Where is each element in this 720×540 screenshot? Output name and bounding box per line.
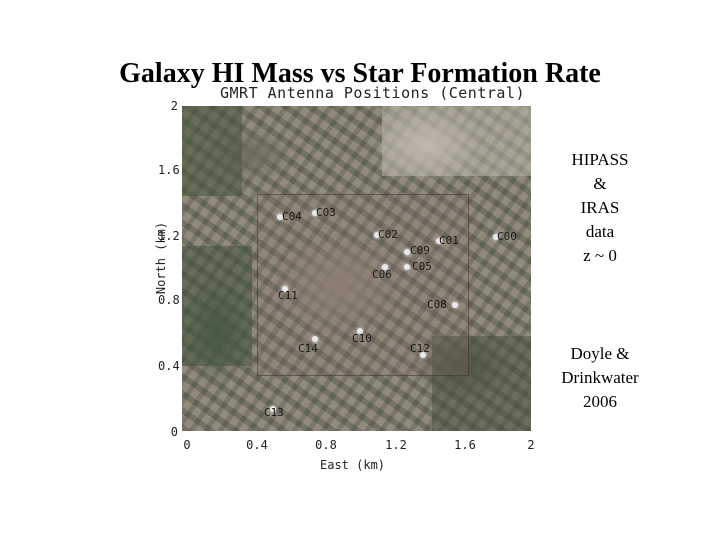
satellite-image: C04 C03 C02 C09 C01 C00 C05 C06 C11 C08 … bbox=[182, 106, 531, 431]
field-patch bbox=[382, 106, 531, 176]
x-axis-tick: 2 bbox=[527, 438, 535, 452]
x-axis-label: East (km) bbox=[320, 458, 386, 472]
y-axis-tick: 0 bbox=[170, 425, 178, 439]
x-axis-tick: 0 bbox=[183, 438, 191, 452]
x-axis-tick: 0.4 bbox=[246, 438, 268, 452]
map-title: GMRT Antenna Positions (Central) bbox=[220, 84, 525, 102]
antenna-marker bbox=[404, 264, 410, 270]
antenna-label: C13 bbox=[264, 406, 284, 419]
data-source-line: & bbox=[593, 174, 607, 193]
antenna-label: C10 bbox=[352, 332, 372, 345]
y-axis-tick: 1.6 bbox=[158, 163, 180, 177]
citation-note: Doyle & Drinkwater 2006 bbox=[545, 342, 655, 414]
antenna-label: C01 bbox=[439, 234, 459, 247]
antenna-marker bbox=[312, 336, 318, 342]
field-patch bbox=[182, 106, 242, 196]
x-axis-tick: 1.2 bbox=[385, 438, 407, 452]
antenna-label: C09 bbox=[410, 244, 430, 257]
data-source-note: HIPASS & IRAS data z ~ 0 bbox=[545, 148, 655, 268]
antenna-label: C04 bbox=[282, 210, 302, 223]
data-source-line: IRAS bbox=[580, 198, 620, 217]
citation-line: Drinkwater bbox=[561, 368, 639, 387]
y-axis-label: North (km) bbox=[154, 221, 168, 295]
antenna-map-figure: C04 C03 C02 C09 C01 C00 C05 C06 C11 C08 … bbox=[130, 96, 540, 486]
antenna-label: C03 bbox=[316, 206, 336, 219]
antenna-marker bbox=[357, 328, 363, 334]
slide-title: Galaxy HI Mass vs Star Formation Rate bbox=[119, 58, 601, 89]
citation-line: Doyle & bbox=[570, 344, 630, 363]
antenna-label: C11 bbox=[278, 289, 298, 302]
x-axis-tick: 0.8 bbox=[315, 438, 337, 452]
antenna-label: C14 bbox=[298, 342, 318, 355]
antenna-marker bbox=[420, 352, 426, 358]
y-axis-tick: 0.4 bbox=[158, 359, 180, 373]
antenna-marker bbox=[382, 264, 388, 270]
antenna-label: C12 bbox=[410, 342, 430, 355]
data-source-line: data bbox=[585, 222, 615, 241]
y-axis-tick: 0.8 bbox=[158, 293, 180, 307]
y-axis-tick: 2 bbox=[170, 99, 178, 113]
antenna-label: C08 bbox=[427, 298, 447, 311]
array-region bbox=[257, 194, 469, 376]
citation-line: 2006 bbox=[583, 392, 617, 411]
data-source-line: z ~ 0 bbox=[583, 246, 617, 265]
antenna-marker bbox=[282, 286, 288, 292]
antenna-marker bbox=[493, 234, 499, 240]
antenna-label: C05 bbox=[412, 260, 432, 273]
antenna-marker bbox=[452, 302, 458, 308]
antenna-label: C00 bbox=[497, 230, 517, 243]
field-patch bbox=[182, 246, 252, 366]
antenna-label: C02 bbox=[378, 228, 398, 241]
antenna-marker bbox=[374, 232, 380, 238]
antenna-label: C06 bbox=[372, 268, 392, 281]
antenna-marker bbox=[404, 249, 410, 255]
field-patch bbox=[432, 336, 531, 431]
data-source-line: HIPASS bbox=[571, 150, 629, 169]
antenna-marker bbox=[312, 210, 318, 216]
antenna-marker bbox=[277, 214, 283, 220]
y-axis-tick: 1.2 bbox=[158, 229, 180, 243]
x-axis-tick: 1.6 bbox=[454, 438, 476, 452]
antenna-marker bbox=[436, 238, 442, 244]
antenna-marker bbox=[270, 406, 276, 412]
